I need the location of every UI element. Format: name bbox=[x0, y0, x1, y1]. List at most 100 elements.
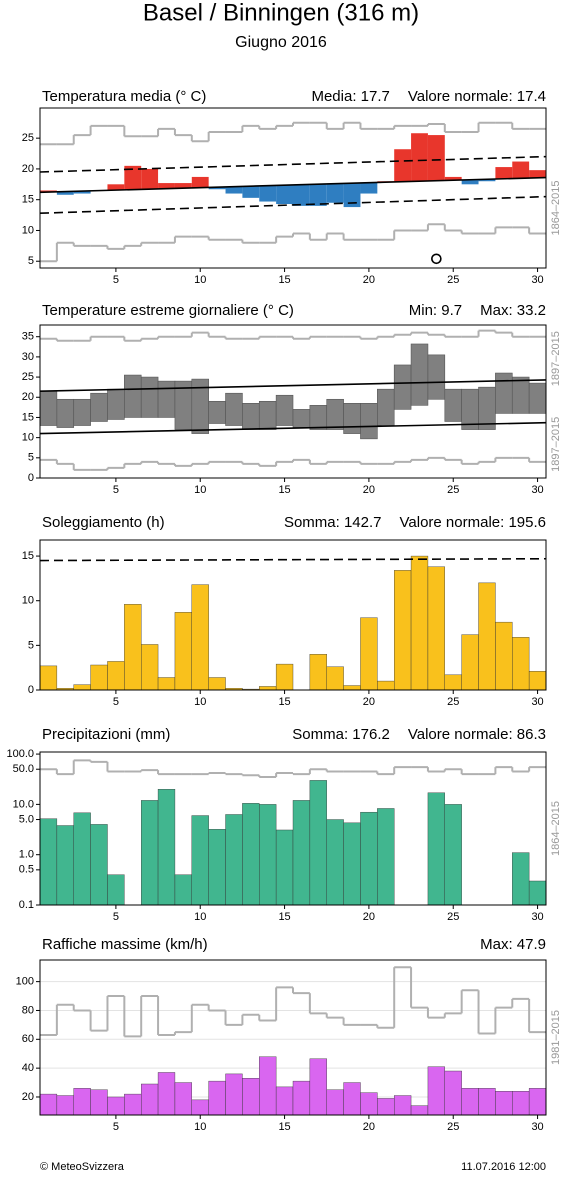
x-tick-label: 15 bbox=[278, 911, 290, 923]
bar bbox=[275, 663, 294, 691]
y-tick-label: 10 bbox=[22, 432, 34, 444]
bar bbox=[495, 167, 513, 179]
bar bbox=[410, 1105, 429, 1116]
bar bbox=[90, 664, 108, 691]
annotation: Somma: 176.2 bbox=[292, 726, 390, 743]
bar bbox=[309, 654, 327, 691]
range-bar bbox=[39, 390, 58, 426]
y-tick-label: 10.0 bbox=[13, 798, 34, 810]
bar bbox=[275, 829, 294, 906]
range-bar bbox=[140, 376, 159, 418]
x-tick-label: 15 bbox=[278, 696, 290, 708]
bar bbox=[528, 671, 547, 691]
bar bbox=[512, 161, 530, 179]
bar bbox=[174, 183, 192, 189]
bar bbox=[343, 822, 361, 906]
range-bar bbox=[377, 388, 395, 426]
bar bbox=[512, 637, 530, 691]
bar bbox=[157, 789, 176, 906]
bar bbox=[56, 825, 74, 906]
bar bbox=[107, 184, 125, 191]
plot-frame bbox=[39, 324, 547, 479]
bar bbox=[90, 1089, 108, 1116]
plot-frame bbox=[39, 539, 547, 691]
x-tick-label: 20 bbox=[363, 484, 375, 496]
normal-band-line bbox=[39, 155, 547, 173]
y-tick-label: 50.0 bbox=[13, 763, 34, 775]
normal-band-line bbox=[39, 557, 547, 562]
bar bbox=[292, 800, 311, 906]
bar bbox=[242, 186, 260, 198]
bar bbox=[394, 149, 412, 182]
range-bar bbox=[326, 398, 344, 430]
period-label: 1897–2015 bbox=[550, 331, 562, 386]
bar bbox=[444, 804, 462, 906]
x-tick-label: 25 bbox=[447, 911, 459, 923]
annotation: Somma: 142.7 bbox=[284, 514, 382, 531]
x-tick-label: 5 bbox=[113, 484, 119, 496]
bar bbox=[276, 185, 293, 204]
x-tick-label: 5 bbox=[113, 911, 119, 923]
bar bbox=[343, 1082, 361, 1116]
bar bbox=[73, 684, 91, 691]
bar bbox=[461, 1088, 479, 1116]
bar bbox=[208, 187, 226, 190]
bar bbox=[444, 176, 462, 181]
bar bbox=[124, 604, 142, 691]
x-tick-label: 15 bbox=[278, 1121, 290, 1133]
bar bbox=[410, 555, 429, 691]
bar bbox=[107, 874, 125, 906]
bar bbox=[309, 780, 327, 906]
bar bbox=[293, 184, 310, 206]
range-bar bbox=[427, 354, 446, 400]
period-label: 1864–2015 bbox=[550, 801, 562, 856]
bar bbox=[394, 570, 412, 691]
x-tick-label: 15 bbox=[278, 484, 290, 496]
plot-frame bbox=[39, 751, 547, 906]
bar bbox=[107, 1096, 125, 1116]
x-tick-label: 20 bbox=[363, 696, 375, 708]
bar bbox=[394, 1095, 412, 1116]
bar bbox=[461, 179, 479, 185]
range-bar bbox=[90, 392, 108, 422]
y-tick-label: 30 bbox=[22, 351, 34, 363]
normal-line bbox=[39, 421, 547, 435]
normal-line bbox=[39, 379, 547, 393]
x-tick-label: 30 bbox=[531, 274, 543, 286]
bar bbox=[90, 824, 108, 906]
annotation: Valore normale: 195.6 bbox=[400, 514, 546, 531]
range-bar bbox=[258, 400, 277, 430]
bar bbox=[427, 1066, 445, 1116]
bar bbox=[140, 1083, 159, 1116]
y-tick-label: 35 bbox=[22, 331, 34, 343]
x-tick-label: 25 bbox=[447, 696, 459, 708]
bar bbox=[73, 812, 91, 906]
range-bar bbox=[444, 388, 462, 422]
range-bar bbox=[343, 403, 361, 434]
bar bbox=[140, 644, 159, 691]
annotation: Max: 47.9 bbox=[480, 936, 546, 953]
bar bbox=[512, 852, 530, 906]
bar bbox=[208, 829, 226, 906]
x-tick-label: 20 bbox=[363, 1121, 375, 1133]
y-tick-label: 0.5 bbox=[19, 864, 34, 876]
bar bbox=[326, 183, 344, 203]
range-bar bbox=[107, 388, 125, 420]
bar bbox=[360, 182, 378, 194]
x-tick-label: 25 bbox=[447, 1121, 459, 1133]
bar bbox=[528, 1088, 547, 1116]
bar bbox=[242, 1078, 260, 1116]
period-label: 1897–2015 bbox=[550, 417, 562, 472]
range-bar bbox=[528, 382, 547, 414]
bar bbox=[343, 183, 361, 208]
bar bbox=[39, 818, 58, 906]
panel-title: Temperatura media (° C) bbox=[42, 88, 206, 105]
x-tick-label: 10 bbox=[194, 274, 206, 286]
range-bar bbox=[410, 343, 429, 406]
x-tick-label: 30 bbox=[531, 911, 543, 923]
bar bbox=[461, 634, 479, 691]
x-tick-label: 30 bbox=[531, 696, 543, 708]
bar bbox=[259, 1056, 277, 1116]
bar bbox=[495, 1091, 513, 1116]
